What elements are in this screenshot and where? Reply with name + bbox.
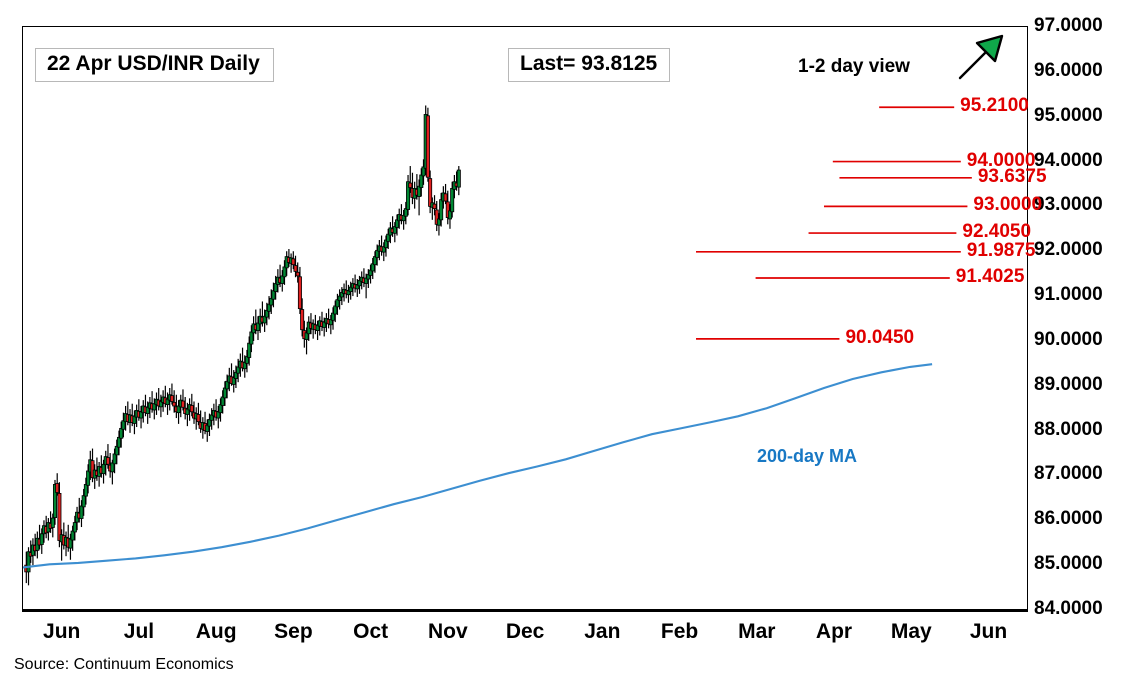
arrow-up-right-icon xyxy=(958,34,1004,80)
price-level-label: 94.0000 xyxy=(966,149,1036,171)
price-level-label: 91.4025 xyxy=(955,266,1025,288)
x-axis-tick: Mar xyxy=(738,620,776,643)
y-axis-tick: 84.0000 xyxy=(1034,598,1103,619)
y-axis-tick: 87.0000 xyxy=(1034,463,1103,485)
x-axis-tick: May xyxy=(890,620,932,643)
x-axis-tick: Jan xyxy=(584,620,621,643)
y-axis-tick: 95.0000 xyxy=(1034,104,1103,126)
price-level-label: 91.9875 xyxy=(966,239,1036,261)
candle-series xyxy=(24,105,461,586)
view-note-label: 1-2 day view xyxy=(798,56,910,77)
x-axis-tick: Jun xyxy=(43,620,81,643)
x-axis-tick: Nov xyxy=(428,620,468,643)
x-axis-tick: Apr xyxy=(815,620,853,643)
y-axis-tick: 93.0000 xyxy=(1034,194,1103,216)
x-axis-tick: Sep xyxy=(274,620,313,643)
source-attribution: Source: Continuum Economics xyxy=(14,656,234,673)
ma-line xyxy=(23,363,933,569)
x-axis: Jun Jul Aug Sep Oct Nov Dec Jan Feb Mar Apr May Jun xyxy=(22,620,1028,654)
y-axis-tick: 97.0000 xyxy=(1034,15,1103,36)
level-lines xyxy=(696,106,972,340)
price-level-label: 93.0000 xyxy=(973,194,1043,216)
candlestick-canvas xyxy=(23,105,972,586)
price-level-label: 93.6375 xyxy=(977,165,1047,187)
price-level-label: 90.0450 xyxy=(845,326,915,348)
y-axis: 97.0000 96.0000 95.0000 94.0000 93.0000 92.00… xyxy=(1034,16,1134,618)
price-level-label: 95.2100 xyxy=(960,95,1029,117)
y-axis-tick: 90.0000 xyxy=(1034,328,1103,350)
y-axis-tick: 88.0000 xyxy=(1034,418,1103,440)
plot-area xyxy=(22,26,1028,612)
x-axis-tick: Jul xyxy=(123,620,155,643)
y-axis-tick: 94.0000 xyxy=(1034,149,1103,171)
y-axis-tick: 91.0000 xyxy=(1034,284,1103,306)
x-axis-tick: Dec xyxy=(505,620,545,643)
y-axis-tick: 86.0000 xyxy=(1034,508,1103,530)
y-axis-tick: 89.0000 xyxy=(1034,373,1103,395)
y-axis-tick: 85.0000 xyxy=(1034,553,1103,575)
chart-title-box: 22 Apr USD/INR Daily xyxy=(35,48,274,82)
ma-legend-label: 200-day MA xyxy=(757,446,858,466)
x-axis-tick: Oct xyxy=(353,620,389,643)
last-price-box: Last= 93.8125 xyxy=(508,48,671,82)
price-level-label: 92.4050 xyxy=(962,221,1032,243)
y-axis-tick: 96.0000 xyxy=(1034,59,1103,81)
x-axis-tick: Aug xyxy=(195,620,237,643)
x-axis-tick: Feb xyxy=(660,620,699,643)
x-axis-tick: Jun xyxy=(969,620,1008,643)
y-axis-tick: 92.0000 xyxy=(1034,239,1103,261)
